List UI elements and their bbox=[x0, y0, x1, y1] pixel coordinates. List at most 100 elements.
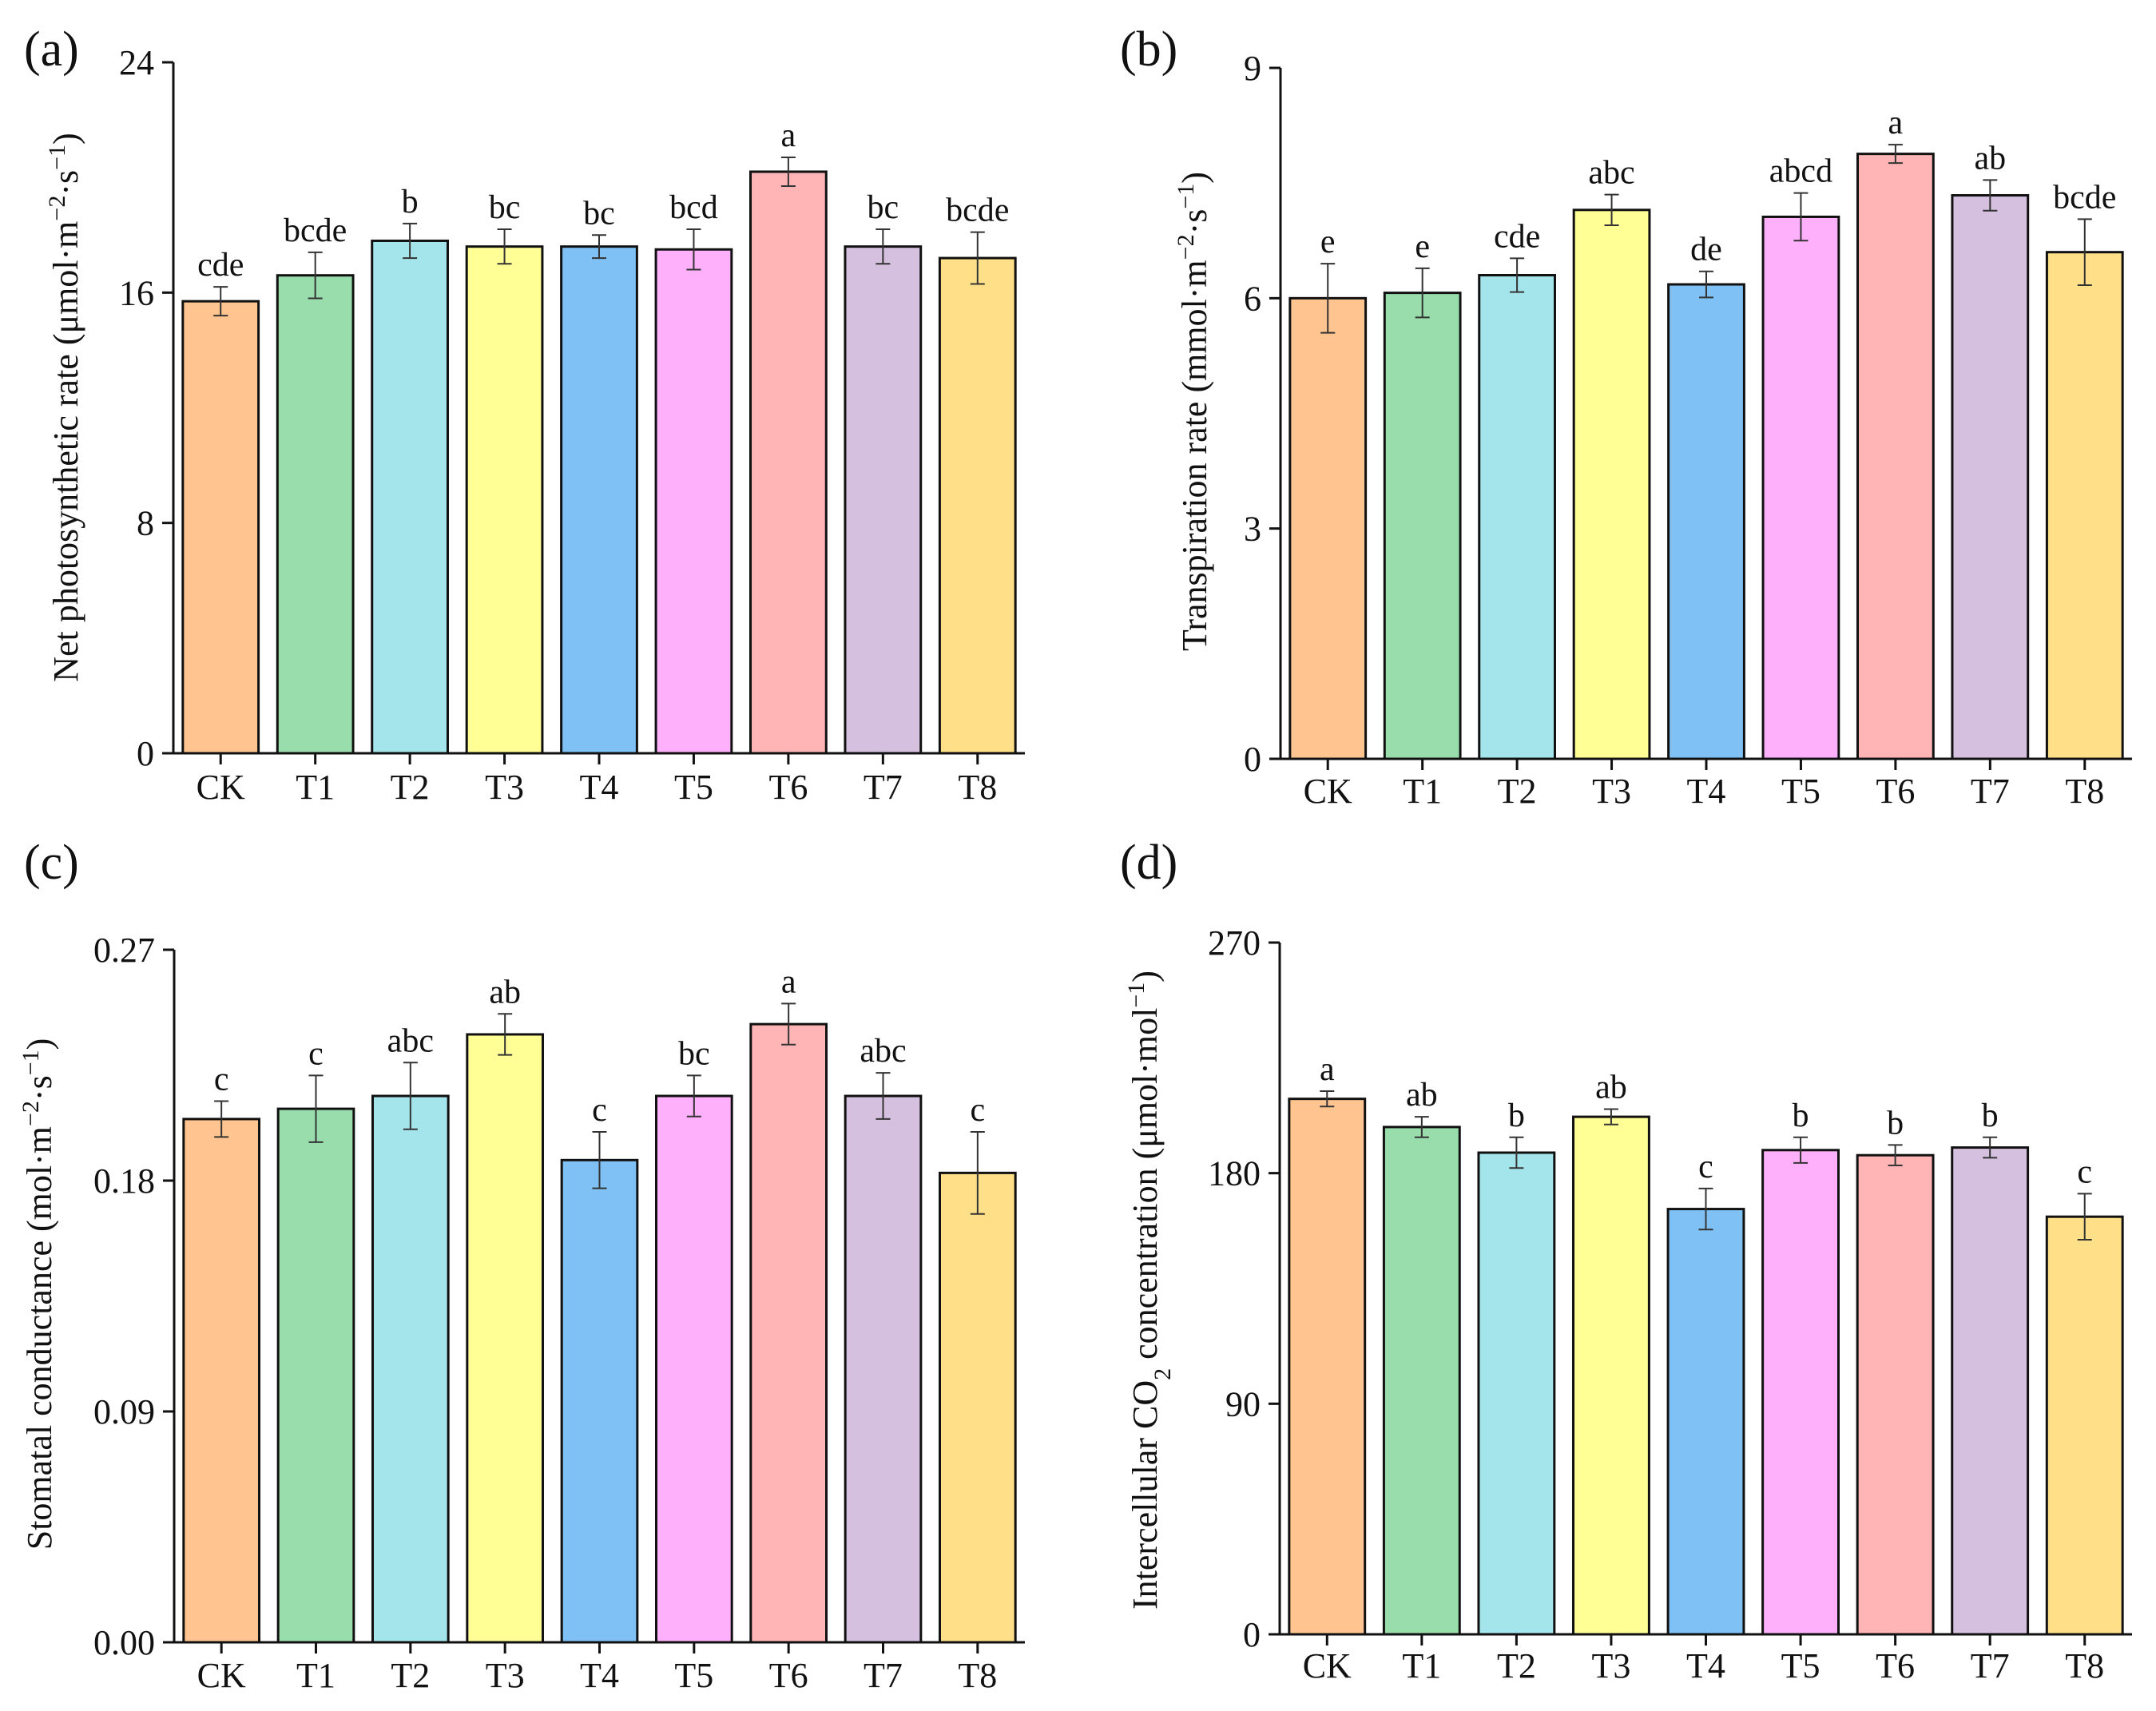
bar-t6 bbox=[749, 170, 828, 755]
bar-t1 bbox=[276, 274, 355, 755]
panel-b-transpiration-rate: (b) 0 3 6 9 e CK e T1 cde T2 abc T3 de T4 abcd T5 a T6 ab T7… bbox=[1120, 22, 2132, 811]
y-tick-label: 9 bbox=[1244, 49, 1261, 88]
significance-letter: bcde bbox=[946, 193, 1009, 229]
y-tick-label: 0 bbox=[1243, 1615, 1261, 1654]
significance-letter: bcd bbox=[669, 189, 718, 226]
significance-letter: e bbox=[1415, 228, 1430, 265]
y-axis-title-part: ) bbox=[1126, 971, 1165, 983]
significance-letter: b bbox=[1982, 1098, 1999, 1134]
y-axis-title-part: ·s bbox=[20, 1075, 59, 1101]
bar-t7 bbox=[844, 245, 923, 755]
significance-letter: bc bbox=[678, 1035, 710, 1072]
panel-label: (d) bbox=[1120, 836, 1177, 890]
y-tick-label: 24 bbox=[119, 43, 154, 82]
significance-letter: b bbox=[1508, 1098, 1525, 1134]
significance-letter: bc bbox=[489, 189, 521, 226]
bar-t4 bbox=[1667, 283, 1745, 760]
x-tick-label: CK bbox=[197, 1656, 246, 1695]
y-axis-title-superscript: −2 bbox=[18, 1101, 44, 1126]
x-tick-label: T3 bbox=[1592, 772, 1631, 811]
bar-ck bbox=[182, 1118, 260, 1644]
bar-t3 bbox=[465, 245, 544, 755]
y-tick-label: 90 bbox=[1225, 1384, 1261, 1423]
x-tick-label: T4 bbox=[1686, 1646, 1725, 1685]
x-tick-label: CK bbox=[1304, 772, 1352, 811]
significance-letter: ab bbox=[1406, 1077, 1438, 1114]
x-tick-label: T2 bbox=[391, 768, 430, 807]
y-axis-title: Transpiration rate (mmol·m−2·s−1) bbox=[1173, 172, 1215, 651]
y-axis-title: Intercellular CO2 concentration (μmol·mo… bbox=[1123, 971, 1176, 1610]
significance-letter: a bbox=[1320, 1051, 1335, 1088]
y-axis-title-part: Net photosynthetic rate (μmol·m bbox=[46, 221, 85, 682]
bar-ck bbox=[1288, 296, 1368, 760]
x-tick-label: T7 bbox=[864, 768, 903, 807]
x-tick-label: T8 bbox=[2065, 772, 2104, 811]
bar-t5 bbox=[1761, 1149, 1840, 1636]
bar-t2 bbox=[371, 239, 449, 755]
x-tick-label: T1 bbox=[296, 1656, 336, 1695]
significance-letter: de bbox=[1690, 232, 1722, 268]
significance-letter: bcde bbox=[2053, 179, 2116, 216]
bar-t7 bbox=[1951, 194, 2030, 760]
y-axis-title-superscript: −1 bbox=[18, 1050, 44, 1075]
significance-letter: ab bbox=[489, 974, 521, 1010]
y-axis-title-subscript: 2 bbox=[1149, 1368, 1176, 1380]
y-axis-title-superscript: −1 bbox=[1173, 184, 1199, 209]
bar-t5 bbox=[655, 1094, 733, 1644]
x-tick-label: T1 bbox=[1402, 1646, 1441, 1685]
bar-t8 bbox=[939, 1171, 1017, 1644]
significance-letter: abc bbox=[387, 1022, 434, 1059]
x-tick-label: CK bbox=[1303, 1646, 1352, 1685]
y-tick-label: 0 bbox=[1244, 740, 1261, 779]
significance-letter: bc bbox=[868, 189, 899, 226]
bar-t2 bbox=[1478, 274, 1556, 760]
bar-t3 bbox=[466, 1033, 544, 1644]
y-axis-title-superscript: −2 bbox=[44, 196, 70, 221]
panel-label: (c) bbox=[24, 836, 79, 890]
significance-letter: b bbox=[1793, 1098, 1809, 1134]
y-tick-label: 0.00 bbox=[93, 1623, 155, 1662]
significance-letter: c bbox=[1698, 1149, 1713, 1185]
y-tick-label: 0 bbox=[137, 734, 154, 773]
x-tick-label: T7 bbox=[1971, 772, 2010, 811]
y-tick-label: 180 bbox=[1208, 1154, 1261, 1193]
y-axis-title-part: concentration (μmol·mol bbox=[1126, 1008, 1165, 1368]
x-tick-label: T8 bbox=[958, 1656, 997, 1695]
bar-t6 bbox=[1856, 1153, 1935, 1636]
bar-t6 bbox=[1856, 153, 1935, 760]
significance-letter: ab bbox=[1975, 140, 2007, 177]
x-tick-label: CK bbox=[197, 768, 245, 807]
y-axis-title-part: ) bbox=[20, 1038, 59, 1050]
significance-letter: cde bbox=[1494, 218, 1540, 255]
bar-t6 bbox=[749, 1022, 828, 1644]
x-tick-label: T4 bbox=[580, 1656, 619, 1695]
y-tick-label: 16 bbox=[119, 273, 154, 312]
x-tick-label: T8 bbox=[2065, 1646, 2104, 1685]
y-axis-title-superscript: −1 bbox=[44, 145, 70, 170]
y-axis-title-part: Transpiration rate (mmol·m bbox=[1175, 260, 1214, 651]
x-tick-label: T6 bbox=[1876, 1646, 1915, 1685]
significance-letter: abc bbox=[1588, 155, 1634, 192]
x-tick-label: T2 bbox=[1498, 772, 1537, 811]
significance-letter: ab bbox=[1595, 1069, 1627, 1106]
y-tick-label: 3 bbox=[1244, 510, 1261, 549]
bar-t7 bbox=[844, 1094, 923, 1644]
x-tick-label: T7 bbox=[864, 1656, 903, 1695]
significance-letter: bc bbox=[583, 195, 615, 232]
x-tick-label: T3 bbox=[1591, 1646, 1630, 1685]
significance-letter: b bbox=[402, 184, 419, 220]
y-axis-title-part: ·s bbox=[1175, 209, 1214, 235]
significance-letter: a bbox=[781, 117, 796, 154]
x-tick-label: T3 bbox=[485, 768, 524, 807]
y-tick-label: 6 bbox=[1244, 279, 1261, 318]
bar-t8 bbox=[2045, 251, 2124, 760]
bar-t8 bbox=[938, 256, 1017, 755]
significance-letter: c bbox=[971, 1092, 986, 1129]
significance-letter: abcd bbox=[1769, 153, 1832, 190]
bar-ck bbox=[181, 300, 260, 755]
x-tick-label: T6 bbox=[1876, 772, 1915, 811]
y-axis-title-part: ) bbox=[1175, 172, 1214, 184]
significance-letter: b bbox=[1887, 1105, 1904, 1141]
bar-t4 bbox=[560, 245, 638, 755]
bar-t8 bbox=[2045, 1215, 2124, 1636]
